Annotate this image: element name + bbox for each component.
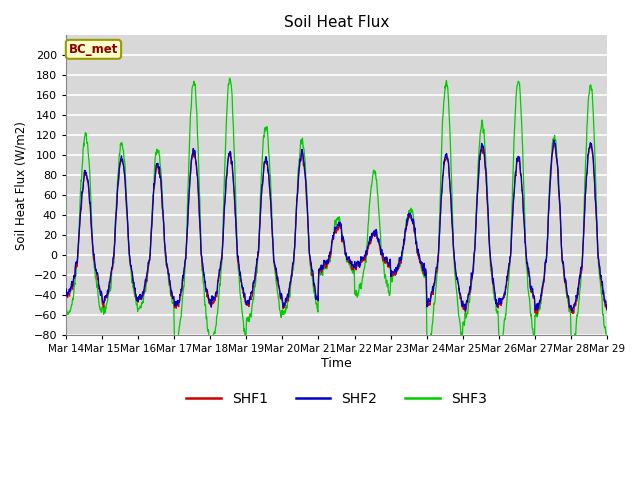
SHF3	[213, 313, 221, 319]
SHF3	[226, 75, 234, 81]
SHF1	[550, 141, 558, 147]
Line: SHF2: SHF2	[66, 140, 607, 311]
SHF3	[493, 309, 501, 315]
SHF1	[62, 288, 70, 293]
SHF2	[550, 137, 557, 143]
SHF3	[497, 343, 505, 349]
SHF3	[62, 307, 70, 313]
X-axis label: Time: Time	[321, 357, 352, 370]
SHF2	[556, 190, 563, 195]
Line: SHF1: SHF1	[66, 144, 607, 314]
SHF1	[493, 304, 501, 310]
Legend: SHF1, SHF2, SHF3: SHF1, SHF2, SHF3	[180, 387, 492, 412]
SHF1	[570, 303, 578, 309]
SHF2	[62, 286, 70, 292]
SHF3	[364, 229, 372, 235]
Y-axis label: Soil Heat Flux (W/m2): Soil Heat Flux (W/m2)	[15, 120, 28, 250]
Line: SHF3: SHF3	[66, 78, 607, 346]
SHF2	[603, 306, 611, 312]
SHF3	[603, 338, 611, 344]
SHF1	[213, 294, 221, 300]
SHF2	[569, 308, 577, 314]
SHF3	[556, 194, 563, 200]
SHF1	[533, 311, 541, 317]
SHF1	[603, 307, 611, 313]
Text: BC_met: BC_met	[68, 43, 118, 56]
SHF1	[556, 199, 563, 205]
SHF2	[364, 244, 371, 250]
SHF2	[213, 291, 221, 297]
SHF2	[352, 264, 360, 270]
SHF2	[493, 303, 501, 309]
SHF3	[352, 288, 360, 293]
SHF1	[352, 265, 360, 271]
Title: Soil Heat Flux: Soil Heat Flux	[284, 15, 389, 30]
SHF2	[570, 302, 578, 308]
SHF1	[364, 248, 371, 254]
SHF3	[570, 333, 578, 338]
